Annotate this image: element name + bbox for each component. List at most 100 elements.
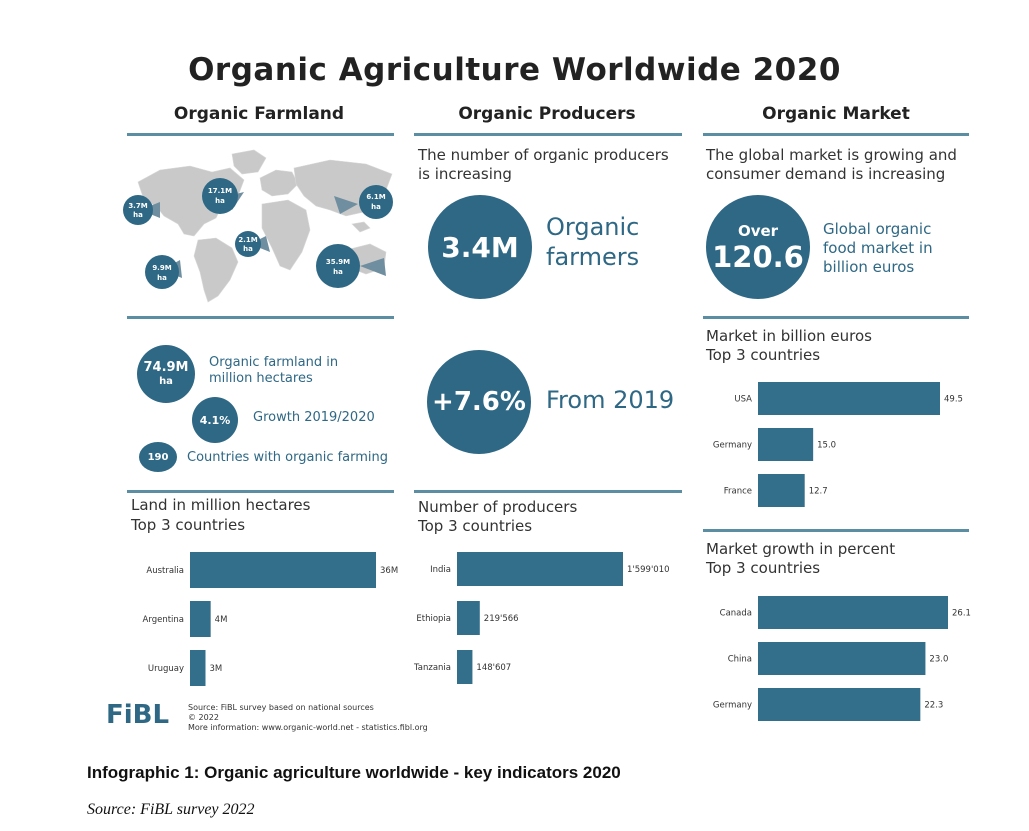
map-bubble-value: 6.1M (366, 193, 385, 201)
map-bubble-value: 3.7M (128, 202, 147, 210)
footer-source-2: © 2022 (188, 713, 219, 722)
bar (190, 601, 211, 637)
market-over: Over (737, 222, 779, 240)
market-value: 120.6 (712, 240, 804, 274)
countries-label: Countries with organic farming (187, 450, 389, 465)
bar-chart-svg: Canada 26.1 China 23.0 Germany 22.3 (713, 596, 971, 721)
bar (758, 688, 921, 721)
countries-value: 190 (147, 451, 169, 463)
divider (703, 133, 969, 136)
bar-chart-svg: Australia 36M Argentina 4M Uruguay 3M (143, 552, 398, 686)
growth-circle: 4.1% (192, 397, 238, 443)
value-label: 3M (210, 664, 223, 674)
value-label: 36M (380, 566, 398, 576)
category-label: France (724, 487, 752, 497)
farmland-area-label: Organic farmland in million hectares (209, 355, 339, 386)
countries-circle: 190 (139, 442, 177, 472)
bar-chart-svg: USA 49.5 Germany 15.0 France 12.7 (713, 382, 963, 507)
bar (758, 474, 805, 507)
value-label: 26.1 (952, 609, 971, 619)
map-bubble-value: 9.9M (152, 264, 171, 272)
divider (127, 316, 394, 319)
producers-count-label-2: farmers (546, 243, 640, 271)
divider (414, 133, 682, 136)
category-label: Australia (146, 566, 184, 576)
producers-count-label-1: Organic (546, 213, 640, 241)
bar (758, 382, 940, 415)
bar (758, 642, 926, 675)
bar (190, 650, 206, 686)
category-label: India (430, 565, 451, 575)
farmland-area-circle: 74.9M ha (137, 345, 195, 403)
farmland-area-value: 74.9M (143, 359, 189, 375)
map-bubble-unit: ha (243, 245, 253, 253)
producers-count-circle: 3.4M (428, 195, 532, 299)
footer-source-1: Source: FiBL survey based on national so… (188, 703, 374, 712)
bar-chart-svg: India 1'599'010 Ethiopia 219'566 Tanzania 148… (413, 552, 670, 684)
market-bar-chart: USA 49.5 Germany 15.0 France 12.7 (695, 378, 985, 518)
bar (758, 596, 948, 629)
category-label: Canada (720, 609, 752, 619)
market-chart-title: Market in billion euros (706, 327, 872, 345)
value-label: 22.3 (924, 701, 943, 711)
farmland-area-unit: ha (159, 375, 173, 387)
land-chart-title: Land in million hectares (131, 496, 311, 514)
market-intro: The global market is growing and consume… (706, 146, 957, 183)
category-label: China (728, 655, 752, 665)
value-label: 49.5 (944, 395, 963, 405)
category-label: Argentina (143, 615, 184, 625)
producers-bar-chart: India 1'599'010 Ethiopia 219'566 Tanzania 148… (405, 548, 695, 688)
category-label: USA (734, 395, 752, 405)
map-bubble-unit: ha (215, 197, 225, 205)
producers-intro: The number of organic producers is incre… (418, 146, 669, 183)
map-bubble-unit: ha (157, 274, 167, 282)
producers-growth-circle: +7.6% (427, 350, 531, 454)
value-label: 219'566 (484, 614, 519, 624)
map-bubble-unit: ha (371, 203, 381, 211)
divider (127, 490, 394, 493)
value-label: 148'607 (476, 663, 511, 673)
market-chart-subtitle: Top 3 countries (706, 346, 821, 364)
divider (703, 529, 969, 532)
category-label: Germany (713, 701, 752, 711)
divider (414, 490, 682, 493)
land-bar-chart: Australia 36M Argentina 4M Uruguay 3M (120, 548, 410, 688)
category-label: Tanzania (413, 663, 451, 673)
column-title-producers: Organic Producers (458, 104, 636, 124)
bar (190, 552, 376, 588)
land-chart-subtitle: Top 3 countries (131, 516, 246, 534)
growth-value: 4.1% (199, 413, 231, 427)
world-map: 3.7M ha 17.1M ha 6.1M ha 2.1M ha 9.9M ha… (123, 149, 393, 303)
bar (457, 601, 480, 635)
source-note: Source: FiBL survey 2022 (87, 801, 255, 818)
map-bubble-value: 2.1M (238, 236, 257, 244)
producers-growth-label: From 2019 (546, 386, 675, 414)
value-label: 23.0 (929, 655, 948, 665)
infographic-caption: Infographic 1: Organic agriculture world… (87, 763, 621, 782)
producers-chart-subtitle: Top 3 countries (418, 517, 533, 535)
producers-growth-value: +7.6% (432, 387, 526, 417)
map-bubble-value: 17.1M (208, 187, 232, 195)
main-title: Organic Agriculture Worldwide 2020 (188, 52, 841, 88)
bar (758, 428, 814, 461)
column-title-market: Organic Market (762, 104, 910, 124)
value-label: 1'599'010 (627, 565, 670, 575)
value-label: 4M (215, 615, 228, 625)
growth-chart-title: Market growth in percent (706, 540, 896, 558)
map-bubble-unit: ha (333, 268, 343, 276)
map-bubble-unit: ha (133, 211, 143, 219)
producers-chart-title: Number of producers (418, 498, 578, 516)
column-title-farmland: Organic Farmland (173, 104, 345, 124)
category-label: Ethiopia (416, 614, 451, 624)
bar (457, 552, 623, 586)
market-value-label: Global organic food market in billion eu… (823, 220, 933, 276)
category-label: Germany (713, 441, 752, 451)
market-growth-bar-chart: Canada 26.1 China 23.0 Germany 22.3 (695, 592, 985, 732)
divider (127, 133, 394, 136)
value-label: 15.0 (817, 441, 836, 451)
producers-count-value: 3.4M (441, 230, 519, 264)
market-value-circle: Over 120.6 (706, 195, 810, 299)
growth-chart-subtitle: Top 3 countries (706, 559, 821, 577)
divider (703, 316, 969, 319)
bar (457, 650, 473, 684)
